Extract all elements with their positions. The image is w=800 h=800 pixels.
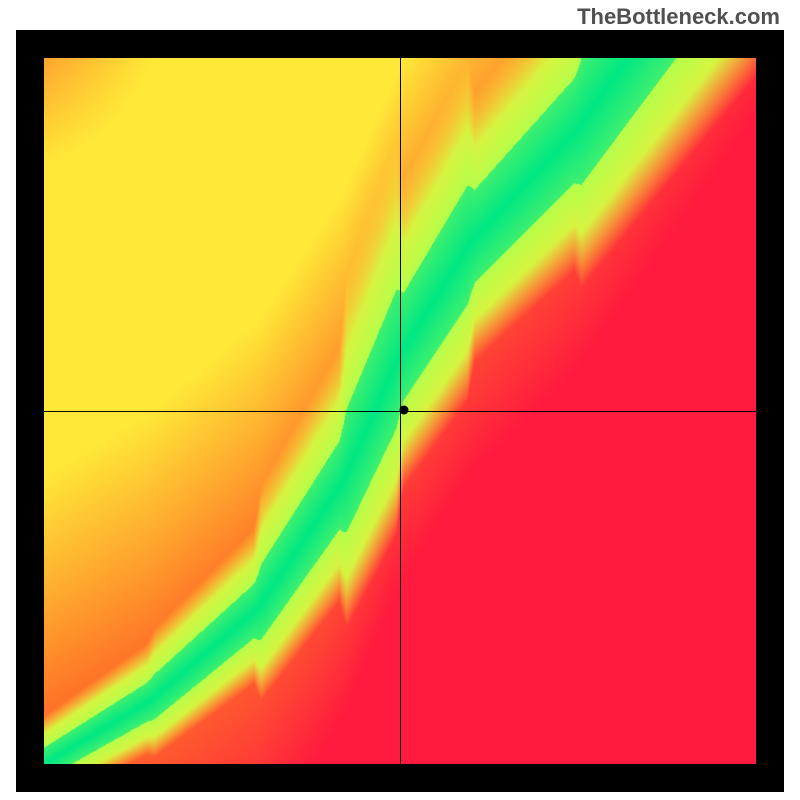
data-point-marker bbox=[399, 405, 408, 414]
watermark-text: TheBottleneck.com bbox=[577, 4, 780, 30]
plot-frame bbox=[16, 30, 784, 792]
plot-area bbox=[44, 58, 756, 764]
chart-container: TheBottleneck.com bbox=[0, 0, 800, 800]
